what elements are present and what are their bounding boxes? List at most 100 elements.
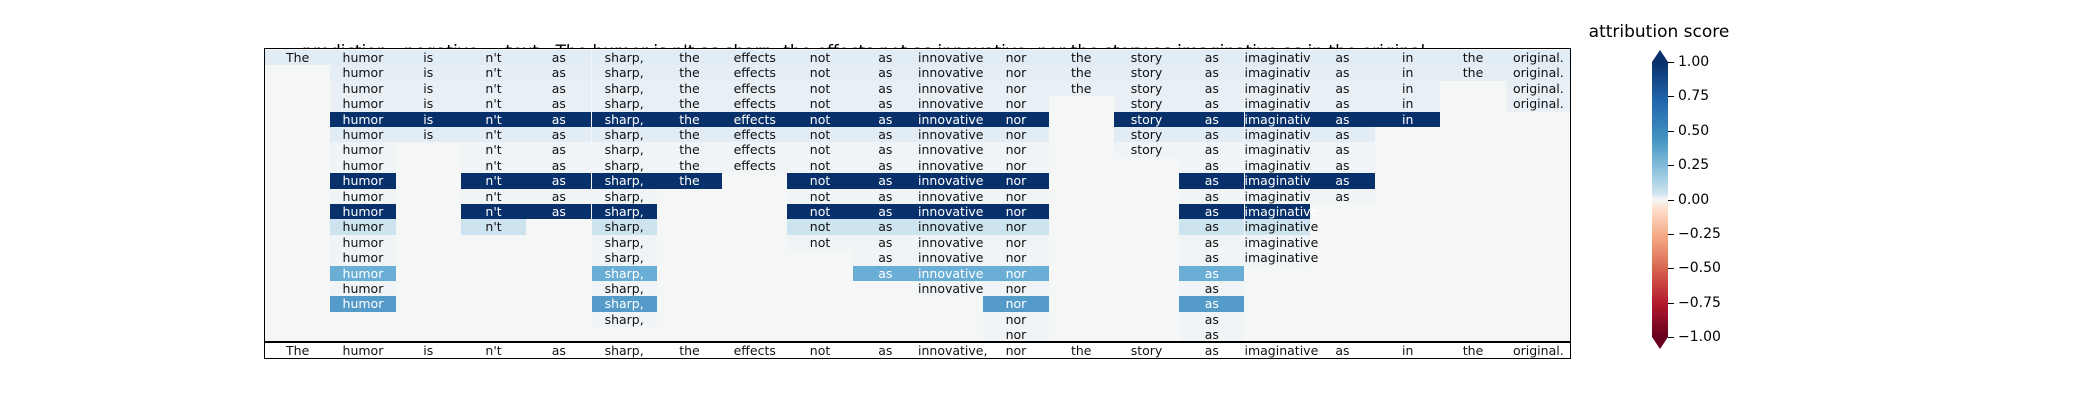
heatmap-cell: sharp, — [591, 157, 657, 174]
colorbar-tick-label: −0.25 — [1678, 226, 1721, 242]
colorbar-tick — [1668, 62, 1674, 63]
heatmap-cell: original. — [1505, 96, 1570, 112]
heatmap-cell: as — [1309, 96, 1376, 112]
heatmap-cell: sharp, — [591, 234, 657, 251]
heatmap-cell: sharp, — [591, 127, 657, 143]
heatmap-cell: imaginative — [1244, 111, 1319, 127]
token-label: humor — [342, 343, 384, 358]
heatmap-cell: the — [656, 50, 723, 66]
heatmap-cell: the — [656, 157, 723, 174]
heatmap-cell: innovative, — [918, 65, 988, 81]
heatmap-cell: as — [1179, 327, 1245, 341]
heatmap-cell: nor — [983, 234, 1049, 251]
colorbar-tick-label: 0.50 — [1678, 123, 1710, 139]
heatmap-cell: story — [1113, 65, 1180, 81]
token-label: not — [809, 343, 831, 358]
heatmap-cell: sharp, — [591, 96, 657, 112]
heatmap-cell: in — [1375, 65, 1441, 81]
heatmap-cell: as — [1179, 127, 1245, 143]
token-label: as — [1204, 343, 1219, 358]
heatmap-cell: as — [1309, 65, 1376, 81]
heatmap-cell: as — [852, 173, 918, 189]
heatmap-cell: as — [526, 127, 592, 143]
heatmap-cell: n't — [460, 173, 527, 189]
heatmap-cell: as — [526, 188, 592, 204]
colorbar — [1652, 62, 1668, 337]
heatmap-cell: as — [1309, 80, 1376, 97]
heatmap-cell: as — [526, 173, 592, 189]
token-label: the — [1070, 343, 1092, 358]
heatmap-cell: effects — [722, 111, 788, 127]
heatmap-cell: innovative, — [918, 265, 988, 281]
heatmap-cell: as — [852, 96, 918, 112]
heatmap-cell: innovative, — [918, 80, 988, 97]
heatmap-cell: as — [1309, 188, 1376, 204]
heatmap-cell: imaginative — [1244, 250, 1319, 266]
heatmap-cell: humor — [330, 173, 396, 189]
heatmap-cell: is — [395, 96, 461, 112]
heatmap-cell: as — [852, 219, 918, 235]
heatmap-cell: nor — [983, 173, 1049, 189]
heatmap-cell: nor — [983, 111, 1049, 127]
heatmap-cell: humor — [330, 281, 396, 297]
heatmap-cell: as — [1309, 173, 1376, 189]
heatmap-cell: nor — [983, 250, 1049, 266]
heatmap-cell: the — [656, 96, 723, 112]
heatmap-cell: sharp, — [591, 250, 657, 266]
token-label: as — [551, 343, 566, 358]
colorbar-tick — [1668, 200, 1674, 201]
heatmap-cell: the — [656, 65, 723, 81]
heatmap-cell: sharp, — [591, 188, 657, 204]
colorbar-tick — [1668, 303, 1674, 304]
token-label: as — [878, 343, 893, 358]
heatmap-cell: original. — [1505, 80, 1570, 97]
heatmap-cell: n't — [460, 80, 527, 97]
heatmap-cell: not — [787, 80, 853, 97]
heatmap-cell: story — [1113, 96, 1180, 112]
heatmap-cell: as — [1179, 204, 1245, 220]
heatmap-cell: as — [1309, 157, 1376, 174]
heatmap-cell: humor — [330, 111, 396, 127]
heatmap-cell: nor — [983, 327, 1049, 341]
heatmap-cell: n't — [460, 50, 527, 66]
heatmap-cell: nor — [983, 65, 1049, 81]
heatmap-cell: imaginative — [1244, 219, 1319, 235]
heatmap-cell: effects — [722, 65, 788, 81]
heatmap-cell: as — [852, 80, 918, 97]
heatmap-cell: original. — [1505, 65, 1570, 81]
heatmap-cell: as — [852, 65, 918, 81]
token-label: the — [679, 343, 700, 358]
heatmap-cell: as — [852, 250, 918, 266]
heatmap-cell: nor — [983, 281, 1049, 297]
heatmap-cell: the — [656, 80, 723, 97]
heatmap-cell: sharp, — [591, 80, 657, 97]
heatmap-cell: the — [656, 111, 723, 127]
heatmap-cell: as — [1179, 296, 1245, 312]
heatmap-cell: humor — [330, 188, 396, 204]
heatmap-cell: sharp, — [591, 204, 657, 220]
colorbar-tick — [1668, 234, 1674, 235]
heatmap-cell: innovative, — [918, 127, 988, 143]
token-label: innovative, — [918, 343, 988, 358]
heatmap-cell: humor — [330, 219, 396, 235]
heatmap-cell: as — [852, 142, 918, 158]
heatmap-cell: as — [1179, 142, 1245, 158]
heatmap-cell: as — [852, 188, 918, 204]
heatmap-cell: the — [656, 173, 723, 189]
heatmap-cell: as — [526, 65, 592, 81]
token-label: effects — [733, 343, 776, 358]
heatmap-cell: as — [1179, 281, 1245, 297]
colorbar-tick-label: −1.00 — [1678, 329, 1721, 345]
heatmap-cell: n't — [460, 188, 527, 204]
heatmap-cell: as — [1309, 142, 1376, 158]
heatmap-cell: not — [787, 142, 853, 158]
heatmap-cell: as — [1179, 234, 1245, 251]
heatmap-cell: effects — [722, 50, 788, 66]
token-label: as — [1335, 343, 1350, 358]
heatmap-cell: humor — [330, 65, 396, 81]
heatmap-cell: humor — [330, 142, 396, 158]
token-label: original. — [1512, 343, 1564, 358]
colorbar-tick — [1668, 131, 1674, 132]
heatmap-cell: humor — [330, 296, 396, 312]
heatmap-cell: nor — [983, 142, 1049, 158]
